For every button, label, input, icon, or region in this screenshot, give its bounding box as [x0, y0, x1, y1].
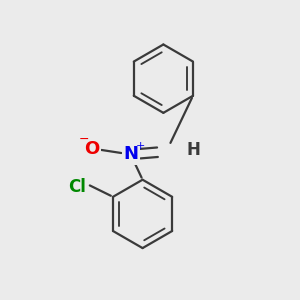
Text: O: O: [84, 140, 100, 158]
Text: −: −: [79, 133, 89, 146]
Text: Cl: Cl: [68, 178, 86, 196]
Text: N: N: [123, 146, 138, 164]
Text: +: +: [136, 140, 145, 151]
Text: H: H: [186, 141, 200, 159]
